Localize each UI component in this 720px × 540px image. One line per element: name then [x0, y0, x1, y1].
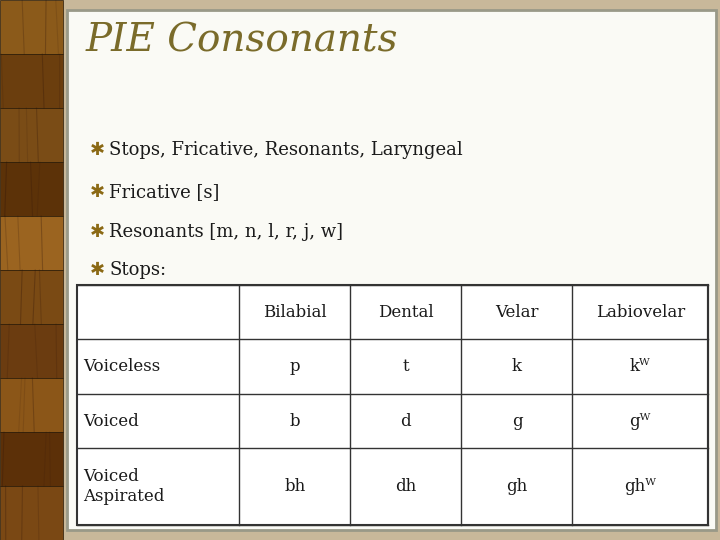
- Bar: [0, 162, 63, 216]
- Text: Stops:: Stops:: [109, 261, 166, 279]
- Text: k: k: [512, 358, 522, 375]
- Text: p: p: [289, 358, 300, 375]
- Text: gh: gh: [506, 478, 528, 495]
- Bar: [0, 270, 63, 324]
- Bar: [0, 216, 63, 270]
- Text: ghᵂ: ghᵂ: [624, 478, 656, 495]
- Bar: [0, 108, 63, 162]
- Bar: [0, 54, 63, 108]
- Text: d: d: [400, 413, 411, 430]
- Bar: [0, 432, 63, 486]
- Text: bh: bh: [284, 478, 305, 495]
- Text: Resonants [m, n, l, r, j, w]: Resonants [m, n, l, r, j, w]: [109, 223, 343, 241]
- Text: Dental: Dental: [378, 303, 433, 321]
- Bar: [77, 285, 708, 525]
- Text: b: b: [289, 413, 300, 430]
- Text: t: t: [402, 358, 409, 375]
- Text: PIE Consonants: PIE Consonants: [86, 22, 398, 59]
- Bar: [0, 0, 63, 54]
- Bar: [0, 324, 63, 378]
- Text: ✱: ✱: [89, 183, 104, 201]
- Text: Voiced: Voiced: [84, 413, 139, 430]
- Text: gᵂ: gᵂ: [629, 413, 651, 430]
- Text: Fricative [s]: Fricative [s]: [109, 183, 220, 201]
- Text: Stops, Fricative, Resonants, Laryngeal: Stops, Fricative, Resonants, Laryngeal: [109, 141, 463, 159]
- Text: Voiceless: Voiceless: [84, 358, 161, 375]
- Text: Velar: Velar: [495, 303, 539, 321]
- Bar: [0, 378, 63, 432]
- Text: dh: dh: [395, 478, 417, 495]
- Text: Voiced
Aspirated: Voiced Aspirated: [84, 468, 165, 505]
- Text: kᵂ: kᵂ: [630, 358, 651, 375]
- Text: ✱: ✱: [89, 223, 104, 241]
- Text: ✱: ✱: [89, 141, 104, 159]
- Text: g: g: [512, 413, 522, 430]
- Bar: [0, 486, 63, 540]
- Text: Bilabial: Bilabial: [263, 303, 327, 321]
- Text: ✱: ✱: [89, 261, 104, 279]
- Text: Labiovelar: Labiovelar: [595, 303, 685, 321]
